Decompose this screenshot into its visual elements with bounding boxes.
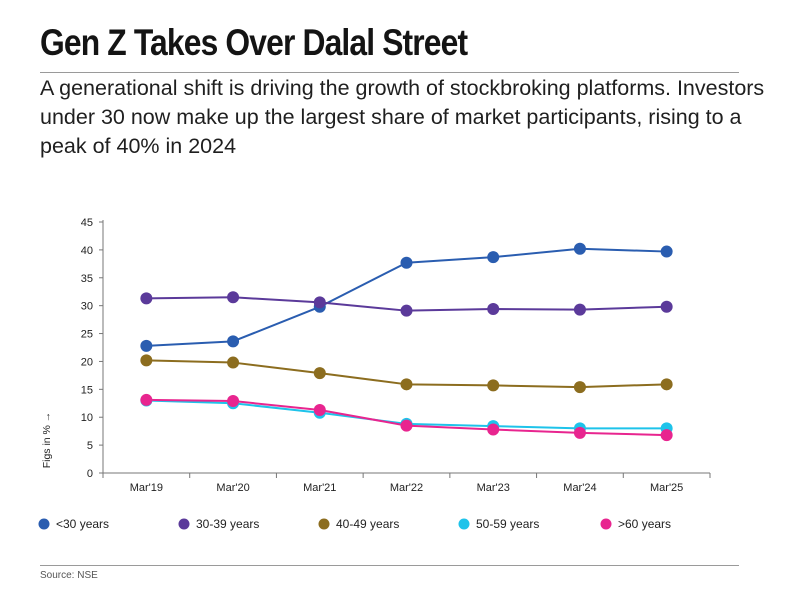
data-point-series-3 <box>487 379 500 392</box>
line-chart: 0 5 10 15 20 25 30 35 40 45 Mar'19 Mar'20 Mar'21 Mar'… <box>38 217 711 531</box>
data-point-series-3 <box>313 367 326 380</box>
legend-marker <box>178 518 190 530</box>
x-tick-label: Mar'20 <box>216 482 249 494</box>
page-title: Gen Z Takes Over Dalal Street <box>40 22 468 63</box>
data-point-series-5 <box>573 426 586 439</box>
legend-marker <box>38 518 50 530</box>
legend-label: 30-39 years <box>196 517 259 531</box>
x-tick-label: Mar'19 <box>130 482 163 494</box>
data-point-series-5 <box>487 423 500 436</box>
legend-marker <box>318 518 330 530</box>
y-tick-label: 30 <box>81 301 93 313</box>
series-lines <box>146 247 667 437</box>
data-point-series-3 <box>227 356 240 369</box>
data-point-series-3 <box>573 381 586 394</box>
footer-divider <box>40 565 739 566</box>
data-point-series-1 <box>487 251 500 264</box>
source-note: Source: NSE <box>40 570 98 581</box>
data-point-series-2 <box>573 303 586 316</box>
x-tick-label: Mar'21 <box>303 482 336 494</box>
legend-marker <box>600 518 612 530</box>
y-tick-label: 10 <box>81 412 93 424</box>
legend-marker <box>458 518 470 530</box>
title-divider <box>40 72 739 73</box>
data-point-series-5 <box>227 395 240 408</box>
data-point-series-3 <box>400 378 413 391</box>
x-tick-label: Mar'23 <box>477 482 510 494</box>
y-tick-label: 25 <box>81 329 93 341</box>
data-point-series-2 <box>487 303 500 316</box>
series-points <box>140 242 673 442</box>
data-point-series-5 <box>400 419 413 432</box>
data-point-series-1 <box>400 256 413 269</box>
chart-axes: 0 5 10 15 20 25 30 35 40 45 Mar'19 Mar'20 Mar'21 Mar'… <box>41 217 711 494</box>
y-tick-label: 45 <box>81 217 93 229</box>
x-tick-label: Mar'24 <box>563 482 596 494</box>
data-point-series-2 <box>227 291 240 304</box>
data-point-series-3 <box>660 378 673 391</box>
y-tick-label: 20 <box>81 356 93 368</box>
x-tick-label: Mar'22 <box>390 482 423 494</box>
data-point-series-2 <box>660 300 673 313</box>
chart-legend: <30 years 30-39 years 40-49 years 50-59 yea… <box>38 517 671 531</box>
y-axis-title: Figs in % → <box>41 412 53 469</box>
data-point-series-5 <box>313 403 326 416</box>
data-point-series-5 <box>140 393 153 406</box>
x-tick-label: Mar'25 <box>650 482 683 494</box>
data-point-series-2 <box>140 292 153 305</box>
legend-label: >60 years <box>618 517 671 531</box>
data-point-series-2 <box>313 296 326 309</box>
chart-subtitle: A generational shift is driving the grow… <box>40 76 765 158</box>
data-point-series-1 <box>660 245 673 258</box>
y-tick-label: 5 <box>87 440 93 452</box>
legend-label: <30 years <box>56 517 109 531</box>
y-tick-label: 0 <box>87 468 93 480</box>
data-point-series-5 <box>660 429 673 442</box>
y-tick-label: 35 <box>81 273 93 285</box>
data-point-series-1 <box>573 242 586 255</box>
y-tick-label: 15 <box>81 384 93 396</box>
data-point-series-1 <box>227 335 240 348</box>
data-point-series-2 <box>400 304 413 317</box>
y-tick-label: 40 <box>81 245 93 257</box>
data-point-series-3 <box>140 354 153 367</box>
data-point-series-1 <box>140 339 153 352</box>
legend-label: 50-59 years <box>476 517 539 531</box>
legend-label: 40-49 years <box>336 517 399 531</box>
